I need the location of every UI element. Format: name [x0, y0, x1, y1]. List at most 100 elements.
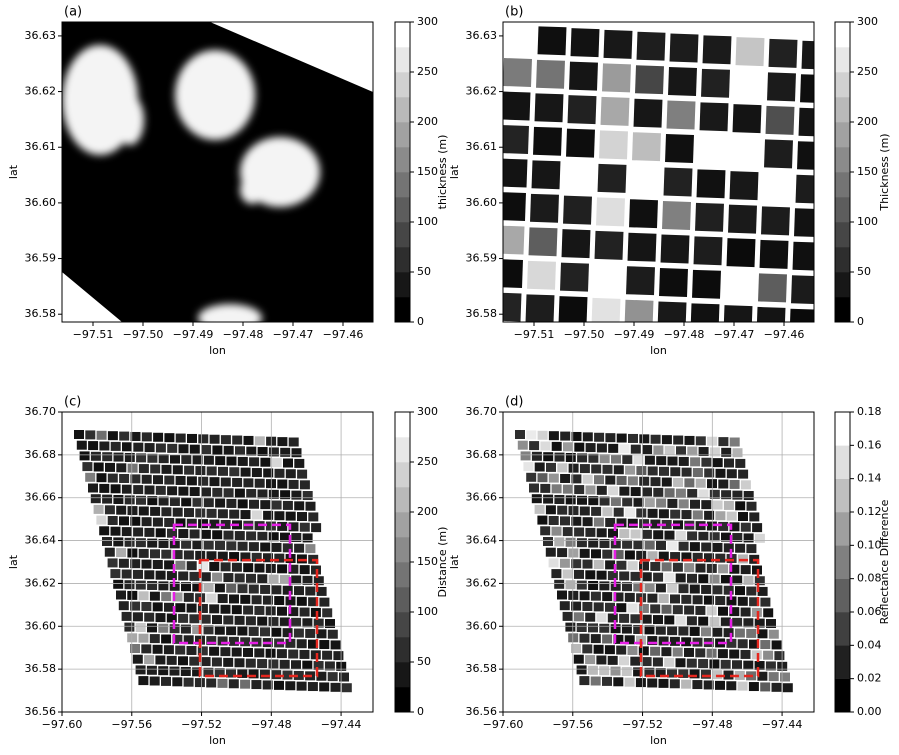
pixel [184, 508, 194, 518]
pixel [644, 498, 655, 508]
axes-frame [61, 411, 374, 713]
pixel [647, 678, 658, 688]
pixel [218, 466, 228, 476]
pixel [624, 635, 635, 645]
pixel [567, 95, 597, 125]
pixel [579, 633, 590, 643]
pixel [118, 601, 129, 611]
pixel [172, 677, 183, 687]
pixel [99, 441, 110, 451]
pixel [763, 650, 774, 660]
pixel [704, 468, 715, 478]
pixel [600, 96, 630, 126]
pixel [661, 647, 672, 657]
pixel [172, 507, 183, 517]
pixel [551, 526, 562, 536]
y-tick-label: 36.61 [466, 140, 498, 153]
pixel [559, 601, 570, 611]
pixel [608, 528, 618, 538]
pixel [641, 572, 652, 582]
pixel [652, 657, 663, 667]
pixel [740, 649, 751, 659]
pixel [597, 163, 627, 193]
pixel [766, 619, 776, 629]
pixel [794, 208, 814, 238]
pixel [568, 590, 579, 600]
pixel [653, 445, 664, 455]
y-tick-label: 36.66 [25, 491, 57, 504]
pixel [526, 472, 537, 482]
pixel [632, 132, 661, 162]
pixel [503, 125, 529, 154]
pixel [262, 595, 273, 605]
pixel [203, 582, 214, 592]
pixel [709, 447, 720, 457]
pixel [798, 107, 814, 137]
pixel [192, 624, 203, 634]
pixel [543, 494, 554, 504]
pixel [660, 234, 690, 264]
pixel [709, 617, 720, 627]
pixel [166, 613, 177, 623]
pixel [274, 680, 284, 690]
pixel [633, 624, 644, 634]
colorbar-label: Reflectance Difference [878, 499, 891, 624]
pixel [113, 537, 124, 547]
pixel [305, 544, 316, 554]
pixel [124, 537, 135, 547]
pixel [653, 615, 663, 625]
pixel [791, 275, 814, 305]
pixel [644, 540, 655, 550]
pixel [515, 430, 525, 439]
x-tick-label: −97.44 [321, 718, 362, 731]
pixel [291, 575, 302, 585]
pixel [548, 558, 559, 568]
pixel [305, 586, 316, 596]
pixel [268, 574, 279, 584]
pixel [594, 475, 604, 485]
pixel [144, 443, 155, 453]
pixel [738, 469, 749, 479]
pixel [593, 559, 604, 569]
pixel [526, 430, 537, 440]
pixel [240, 679, 251, 689]
pixel [574, 569, 584, 579]
pixel [175, 433, 186, 443]
pixel [102, 537, 112, 546]
pixel [596, 613, 607, 623]
pixel [715, 596, 726, 606]
pixel [299, 480, 310, 490]
pixel [183, 635, 194, 645]
x-axis-label: lon [209, 344, 226, 357]
pixel [235, 446, 245, 456]
pixel [341, 683, 352, 693]
pixel [277, 479, 288, 489]
pixel [110, 441, 121, 451]
pixel [293, 628, 304, 638]
colorbar-tick-label: 250 [417, 455, 438, 468]
pixel [263, 553, 273, 563]
pixel [602, 507, 613, 517]
colorbar-level [835, 645, 850, 679]
pixel [721, 447, 732, 457]
pixel [768, 629, 779, 639]
pixel [636, 31, 666, 61]
pixel [79, 451, 90, 461]
pixel [237, 541, 248, 551]
colorbar-level [395, 662, 410, 688]
pixel [198, 519, 209, 529]
pixel [748, 682, 759, 692]
pixel [178, 613, 189, 623]
pixel [121, 611, 132, 621]
colorbar-tick-label: 150 [857, 165, 878, 178]
pixel [608, 443, 619, 453]
pixel [672, 562, 683, 572]
pixel [709, 574, 720, 584]
pixel [254, 563, 265, 573]
pixel [659, 268, 688, 297]
pixel [706, 521, 717, 531]
pixel [214, 668, 225, 678]
pixel [223, 488, 234, 498]
pixel [155, 485, 166, 495]
pixel [653, 487, 664, 497]
